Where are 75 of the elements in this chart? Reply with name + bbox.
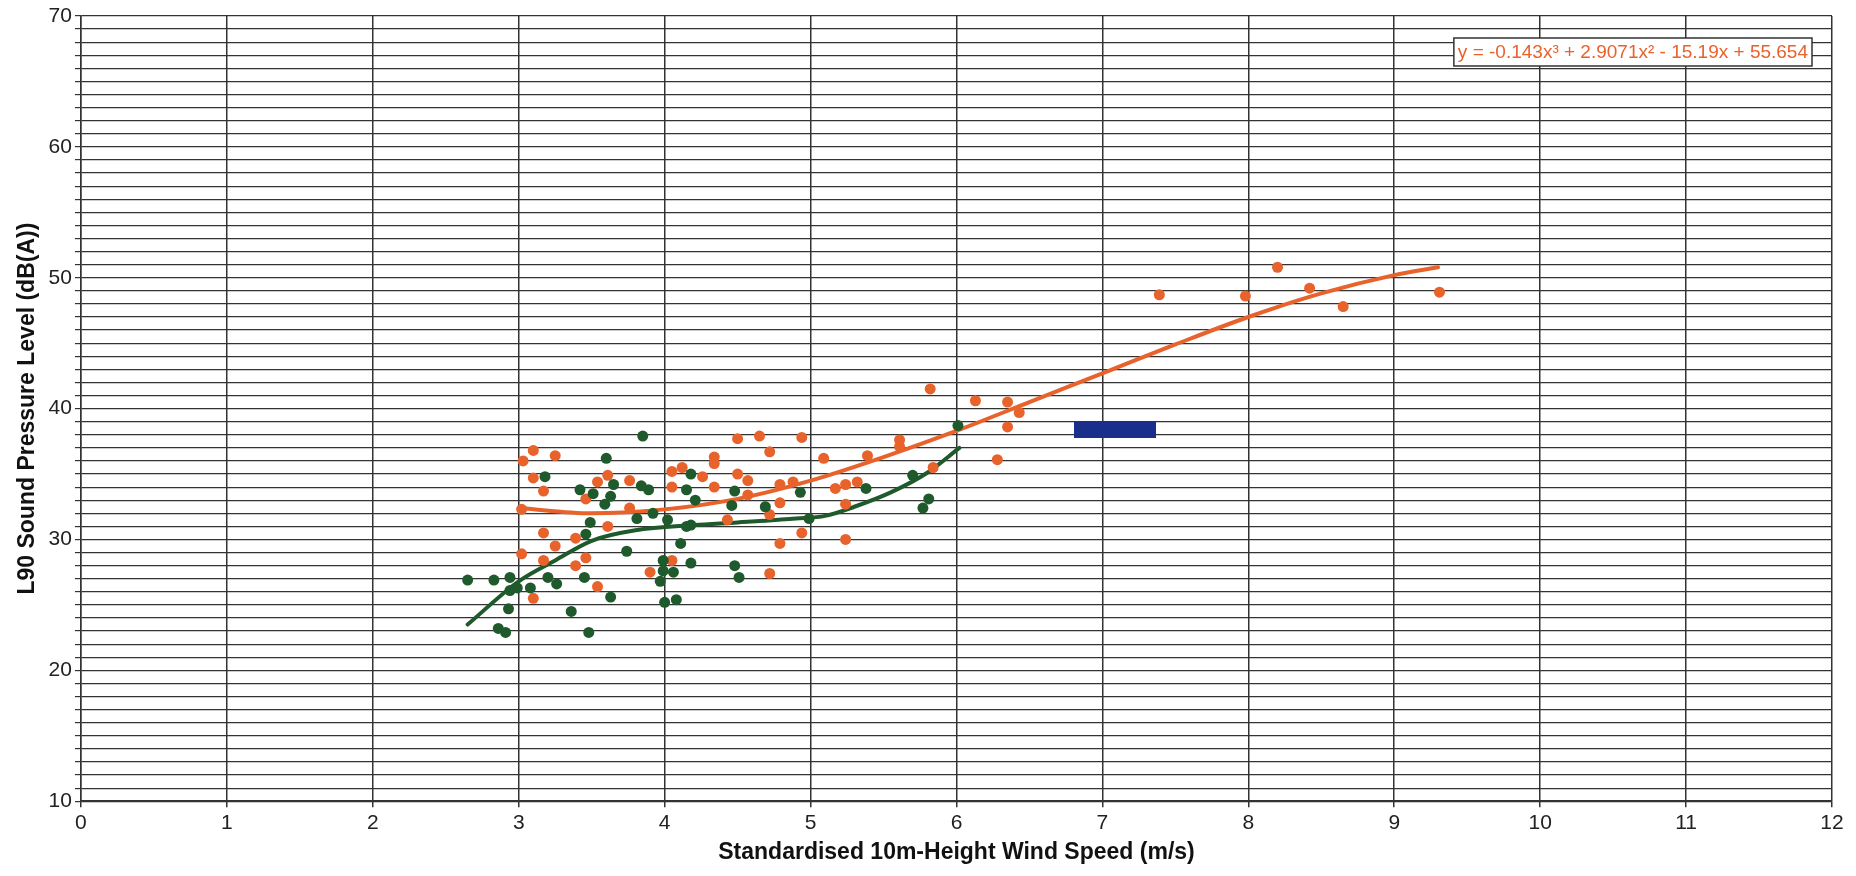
point (681, 484, 693, 496)
point (685, 557, 697, 569)
point (587, 488, 599, 500)
x-tick-label: 4 (658, 809, 671, 833)
x-tick-label: 7 (1096, 809, 1109, 833)
point (670, 594, 682, 606)
x-tick-label: 12 (1820, 809, 1844, 833)
point (488, 574, 500, 586)
y-tick-label: 40 (48, 395, 72, 419)
point (794, 486, 806, 498)
x-tick-label: 10 (1528, 809, 1552, 833)
point (524, 582, 536, 594)
point (759, 501, 771, 513)
point (657, 565, 669, 577)
x-tick-label: 3 (512, 809, 525, 833)
y-tick-label: 70 (48, 2, 72, 26)
point (667, 566, 679, 578)
point (803, 513, 815, 525)
x-tick-label: 11 (1675, 809, 1697, 833)
x-tick-label: 0 (75, 809, 87, 833)
point (600, 452, 612, 464)
line-series (465, 445, 962, 627)
x-tick-label: 2 (366, 809, 379, 833)
point (631, 513, 643, 525)
point (565, 605, 577, 617)
x-tick-label: 8 (1242, 809, 1255, 833)
point (952, 420, 964, 432)
point (729, 560, 741, 572)
point (539, 471, 551, 483)
point (503, 603, 514, 615)
y-tick-label: 60 (48, 133, 72, 157)
point (733, 571, 745, 583)
point (675, 537, 687, 549)
point (504, 571, 516, 583)
point (917, 502, 929, 514)
annotation: y = -0.143x³ + 2.9071x² - 15.19x + 55.654 (1457, 41, 1809, 63)
point (654, 575, 666, 587)
point (608, 479, 620, 490)
x-tick-label: 5 (804, 809, 817, 833)
point (574, 484, 586, 496)
point (621, 545, 633, 557)
point (643, 484, 655, 496)
point (647, 507, 659, 519)
point (907, 469, 919, 481)
point (689, 494, 701, 506)
x-tick-label: 6 (950, 809, 963, 833)
x-axis-title: Standardised 10m-Height Wind Speed (m/s) (718, 837, 1195, 864)
point (923, 493, 935, 505)
point (860, 482, 872, 494)
point (542, 571, 554, 583)
x-tick-label: 1 (221, 809, 233, 833)
point (551, 578, 563, 590)
y-tick-label: 30 (48, 526, 72, 550)
point (605, 490, 617, 502)
point (462, 574, 474, 586)
point (584, 516, 596, 528)
point (500, 626, 512, 638)
y-tick-label: 10 (48, 788, 72, 811)
point (657, 554, 669, 566)
point (580, 528, 592, 540)
point (599, 498, 611, 510)
point (578, 571, 590, 583)
x-tick-label: 9 (1388, 809, 1401, 833)
point (504, 585, 516, 597)
y-tick-label: 50 (48, 264, 72, 288)
y-tick-label: 20 (48, 657, 72, 681)
y-axis-title: L90 Sound Pressure Level (dB(A)) (13, 222, 40, 595)
point (662, 514, 674, 526)
point (659, 596, 671, 608)
point (583, 626, 595, 638)
point (685, 468, 697, 480)
point (729, 485, 741, 497)
point (726, 499, 738, 511)
point (605, 591, 617, 603)
point (637, 430, 649, 442)
